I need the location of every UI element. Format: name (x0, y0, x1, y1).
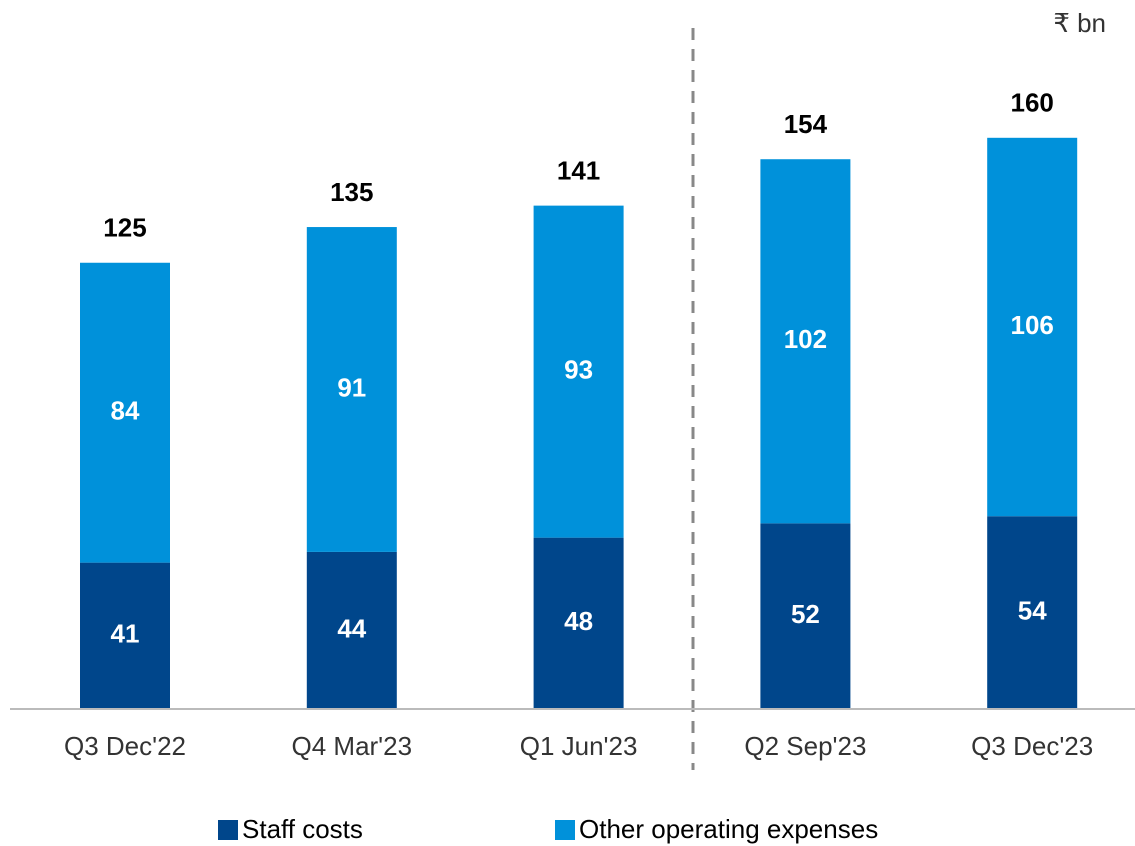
segment-label: 44 (337, 613, 366, 643)
bar-segment (306, 551, 397, 709)
bar-segment (533, 537, 624, 709)
total-label: 160 (1011, 88, 1054, 118)
legend-label: Staff costs (242, 814, 363, 844)
total-label: 135 (330, 177, 373, 207)
segment-label: 93 (564, 355, 593, 385)
segment-label: 102 (784, 324, 827, 354)
segment-label: 84 (111, 396, 140, 426)
bar-segment (987, 516, 1078, 709)
legend-label: Other operating expenses (579, 814, 878, 844)
bar-segment (533, 205, 624, 538)
x-tick-label: Q3 Dec'22 (64, 731, 186, 761)
segment-label: 52 (791, 599, 820, 629)
x-tick-label: Q1 Jun'23 (520, 731, 638, 761)
total-label: 141 (557, 156, 600, 186)
bar-segment (80, 262, 170, 563)
legend-swatch (555, 820, 575, 840)
legend-swatch (218, 820, 238, 840)
unit-label: ₹ bn (1053, 8, 1106, 38)
segment-label: 48 (564, 606, 593, 636)
x-tick-label: Q2 Sep'23 (744, 731, 866, 761)
bar-segment (306, 227, 397, 552)
bar-segment (80, 562, 170, 709)
bar-segment (987, 137, 1078, 517)
bar-segment (760, 159, 851, 524)
segment-label: 41 (111, 619, 140, 649)
segment-label: 54 (1018, 595, 1047, 625)
x-tick-label: Q4 Mar'23 (292, 731, 413, 761)
x-tick-label: Q3 Dec'23 (971, 731, 1093, 761)
segment-label: 106 (1011, 310, 1054, 340)
total-label: 154 (784, 109, 828, 139)
bar-segment (760, 523, 851, 709)
total-label: 125 (103, 213, 146, 243)
segment-label: 91 (337, 372, 366, 402)
